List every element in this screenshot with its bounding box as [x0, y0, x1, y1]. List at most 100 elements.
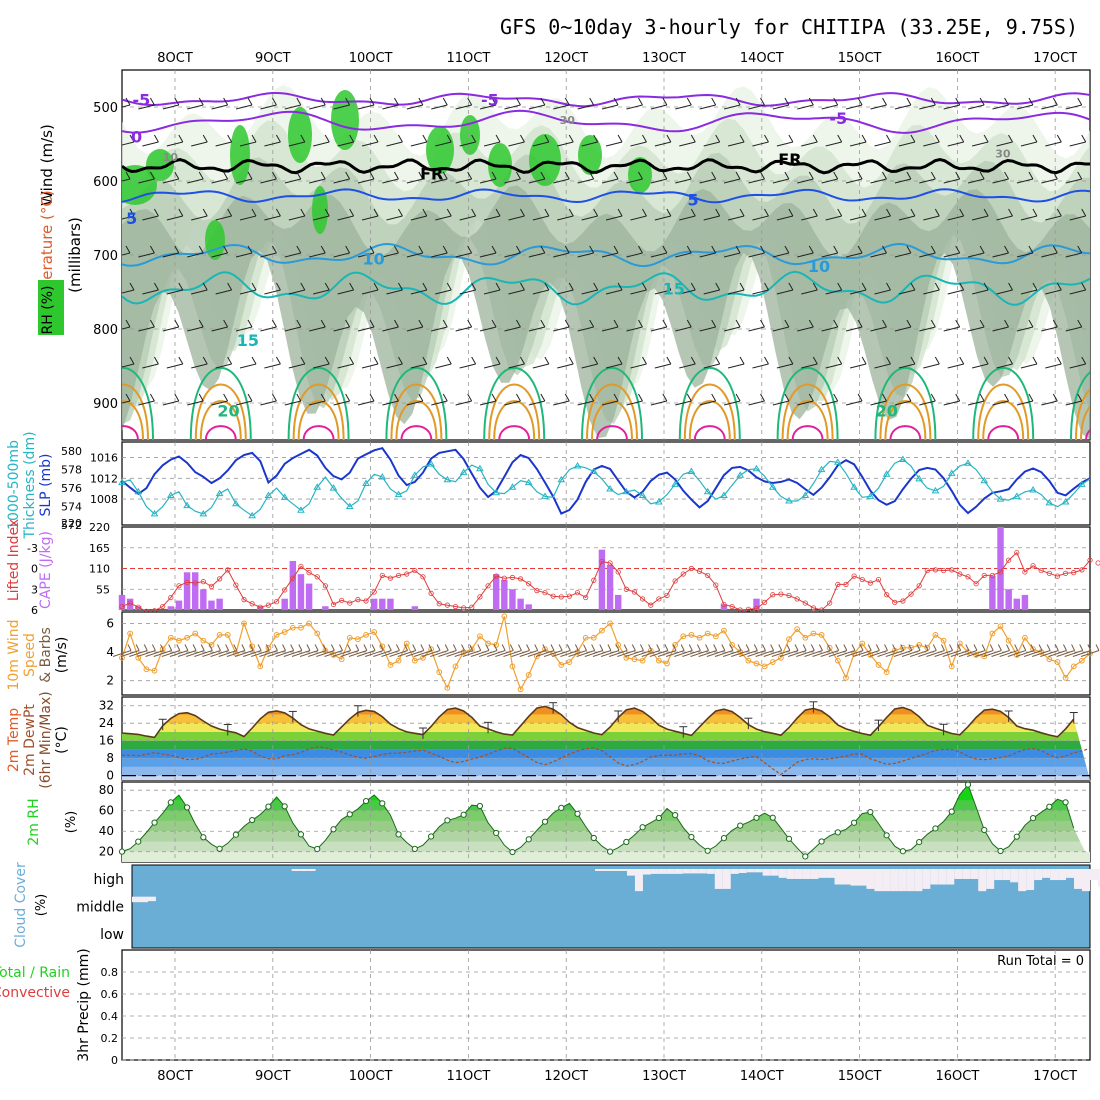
wind-barb-flag [198, 171, 204, 180]
wind-barb [284, 178, 301, 184]
wind-barb [455, 252, 472, 258]
cloud-bar [898, 869, 907, 892]
warm-contour [1080, 405, 1090, 440]
wind-barb-flag [1095, 644, 1100, 651]
wind-barb [727, 363, 745, 369]
wind-barb-flag [1028, 97, 1034, 106]
wind-barb [459, 363, 476, 369]
cape-bar [118, 594, 126, 610]
wind-barb [609, 650, 628, 657]
wind-barb-flag [1054, 644, 1059, 651]
wind-barb-flag [446, 208, 452, 217]
wind-marker [411, 657, 418, 664]
precip-label: 3hr Precip (mm) [76, 948, 92, 1061]
wind-barb [142, 363, 159, 369]
wind-barb-flag [491, 319, 497, 328]
rh-marker [802, 853, 809, 860]
wind-barb-flag [1052, 171, 1058, 180]
wind-barb [260, 252, 277, 258]
li-marker [591, 577, 597, 583]
cloud-bar [626, 869, 635, 876]
temp-band [122, 731, 1090, 741]
wind-barb-flag [882, 319, 887, 328]
wind-barb-flag [469, 644, 474, 651]
wind-barb [601, 104, 619, 110]
wind-barb [996, 289, 1013, 295]
wind-barb-flag [735, 319, 741, 328]
cloud-bar [658, 869, 667, 874]
wind-barb [605, 289, 623, 295]
wind-barb-flag [735, 171, 741, 180]
rh-marker [574, 810, 581, 817]
wind-barb-flag [857, 245, 863, 254]
wind-barb [727, 289, 745, 295]
wind-marker [346, 634, 353, 641]
wind-barb-flag [760, 171, 765, 180]
li-marker [672, 578, 678, 584]
cape-bar [281, 598, 288, 610]
wind-barb [260, 104, 277, 110]
wind-barb [535, 650, 555, 657]
wind-barb [703, 363, 720, 369]
wind-barb [284, 326, 301, 332]
wind-barb [630, 363, 647, 369]
warm-contour [1085, 429, 1090, 440]
rh-marker [737, 822, 744, 829]
wind-barb [654, 215, 671, 221]
thickness-marker [541, 492, 549, 499]
wind-barb-flag [715, 356, 721, 365]
wind-barb-flag [1063, 644, 1067, 651]
warm-contour [977, 383, 1030, 440]
thickness-marker [736, 471, 745, 478]
wind-barb [703, 141, 720, 147]
li-marker [778, 591, 784, 597]
wind-barb-flag [617, 208, 623, 217]
wind-marker [1078, 657, 1085, 664]
wind-barb-flag [1008, 282, 1013, 291]
thickness-marker [850, 483, 858, 490]
wind-barb [356, 650, 376, 657]
wind-barb [654, 141, 671, 147]
contour-label: -5 [481, 91, 499, 110]
precip-tick-label: 0.2 [101, 1032, 119, 1045]
wind-barb [406, 252, 423, 258]
thickness-marker [1012, 492, 1021, 499]
wind-marker [777, 654, 784, 661]
wind-barb-flag [320, 97, 326, 106]
wind-marker [875, 662, 882, 668]
cloud-bar [938, 869, 947, 885]
li-marker [981, 572, 987, 579]
thickness-marker [882, 470, 891, 477]
thickness-marker [280, 493, 289, 500]
warm-contours [122, 366, 1090, 440]
wind-barb-flag [934, 356, 940, 365]
wind-barb [992, 252, 1009, 258]
wind-barb [626, 104, 643, 110]
wind-barb-flag [227, 356, 233, 365]
cloud-bar [1018, 869, 1027, 892]
wind-barb [727, 141, 745, 147]
li-marker [330, 601, 337, 608]
wind-barb [1065, 326, 1082, 332]
wind-marker [769, 659, 776, 665]
wind-marker [363, 631, 369, 638]
wind-barb [137, 650, 156, 657]
wind-barb [581, 289, 598, 295]
wind-barb-flag [827, 644, 832, 651]
wind-barb [264, 141, 281, 147]
wind-barb-flag [753, 644, 758, 651]
wind-barb [483, 215, 501, 221]
cape-bar [997, 527, 1004, 610]
wind-barb [943, 326, 960, 332]
moist-region [426, 126, 454, 174]
wind-barb [332, 650, 351, 657]
wind-barb [504, 400, 521, 406]
wind-barb [1072, 650, 1092, 657]
wind-barb [1041, 400, 1058, 406]
li-tick-label: -3 [27, 542, 38, 555]
wind-barb-flag [241, 644, 246, 651]
wind-barb-flag [900, 644, 905, 651]
thickness-marker [785, 497, 793, 504]
rh-marker [639, 824, 646, 831]
